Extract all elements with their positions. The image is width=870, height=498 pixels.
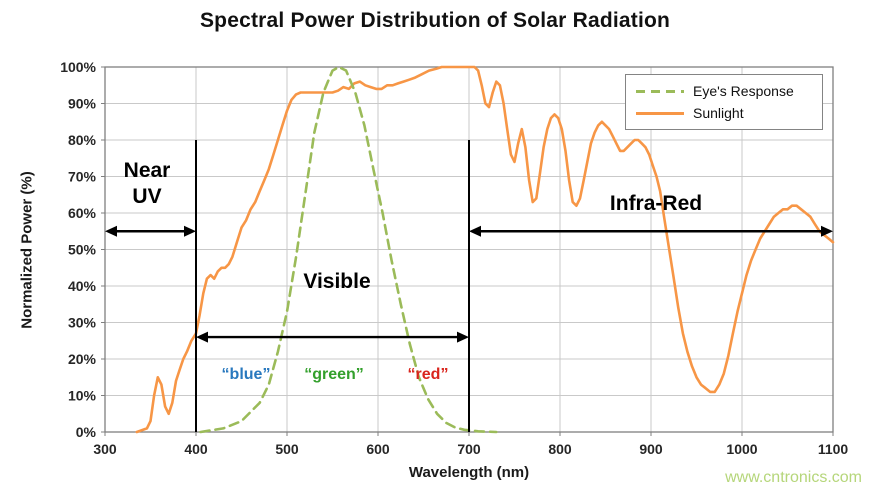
x-tick-label: 500 [275, 441, 299, 457]
eye-response-dashed-line-icon [636, 89, 684, 93]
x-axis-title: Wavelength (nm) [408, 464, 530, 481]
y-tick-label: 90% [68, 96, 97, 112]
arrowhead-right-icon [457, 331, 469, 343]
y-tick-label: 70% [68, 169, 97, 185]
x-tick-label: 1100 [818, 441, 849, 457]
series-sunlight [135, 65, 835, 434]
y-tick-label: 10% [68, 388, 97, 404]
y-tick-label: 20% [68, 351, 97, 367]
x-tick-label: 700 [457, 441, 481, 457]
legend-label-sunlight: Sunlight [693, 105, 744, 121]
arrowhead-right-icon [184, 225, 196, 237]
y-tick-label: 100% [60, 59, 96, 75]
y-tick-label: 0% [76, 424, 97, 440]
red-band-label: “red” [407, 366, 449, 383]
page-title: Spectral Power Distribution of Solar Rad… [199, 9, 671, 32]
x-tick-label: 1000 [726, 441, 757, 457]
x-tick-label: 400 [184, 441, 208, 457]
infra-red-label: Infra-Red [609, 192, 703, 215]
y-axis-title: Normalized Power (%) [18, 171, 36, 329]
near-uv-label-line1: Near [123, 159, 171, 182]
legend-label-eye-response: Eye's Response [693, 83, 794, 99]
legend-item-eye-response: Eye's Response [626, 80, 822, 102]
blue-band-label: “blue” [221, 366, 271, 383]
x-tick-label: 800 [548, 441, 572, 457]
near-uv-label-line2: UV [132, 185, 162, 208]
x-tick-label: 900 [639, 441, 663, 457]
y-tick-label: 40% [68, 278, 97, 294]
chart-legend: Eye's Response Sunlight [625, 74, 823, 130]
near-uv-label: Near UV [124, 158, 171, 210]
arrowhead-left-icon [196, 331, 208, 343]
arrowhead-right-icon [821, 225, 833, 237]
arrowhead-left-icon [105, 225, 117, 237]
series-eye-s-response [199, 65, 498, 434]
visible-label: Visible [303, 270, 371, 293]
legend-item-sunlight: Sunlight [626, 102, 822, 124]
y-tick-label: 50% [68, 242, 97, 258]
y-tick-label: 30% [68, 315, 97, 331]
sunlight-solid-line-icon [636, 111, 684, 115]
y-tick-label: 80% [68, 132, 97, 148]
green-band-label: “green” [304, 366, 364, 383]
x-tick-label: 300 [93, 441, 117, 457]
y-tick-label: 60% [68, 205, 97, 221]
x-tick-label: 600 [366, 441, 390, 457]
arrowhead-left-icon [469, 225, 481, 237]
watermark: www.cntronics.com [725, 469, 862, 486]
